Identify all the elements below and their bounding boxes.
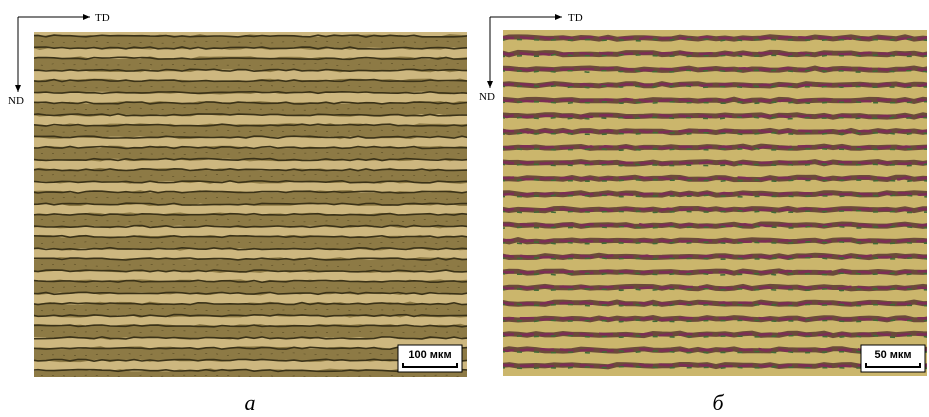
- figure: TD ND 100 мкм а TD ND 50 мкм б: [0, 0, 929, 417]
- caption: б: [712, 390, 724, 415]
- page: TD ND 100 мкм а TD ND 50 мкм б (() => { …: [0, 0, 929, 417]
- panel-b: TD ND 50 мкм б: [479, 12, 929, 415]
- caption: а: [245, 390, 256, 415]
- band: [30, 382, 478, 384]
- band: [30, 47, 478, 49]
- band: [30, 108, 480, 111]
- scale-bar-label: 50 мкм: [874, 349, 911, 361]
- band: [30, 241, 480, 244]
- band: [30, 248, 478, 250]
- band: [30, 174, 480, 177]
- axis-label: TD: [568, 12, 583, 24]
- axis-label: TD: [95, 12, 110, 24]
- band: [30, 41, 480, 44]
- micrograph: [503, 30, 927, 376]
- band: [30, 63, 480, 66]
- axis-label: ND: [479, 91, 495, 103]
- axis-label: ND: [8, 95, 24, 107]
- scale-bar-label: 100 мкм: [408, 349, 451, 361]
- panel-a: TD ND 100 мкм а: [8, 12, 480, 415]
